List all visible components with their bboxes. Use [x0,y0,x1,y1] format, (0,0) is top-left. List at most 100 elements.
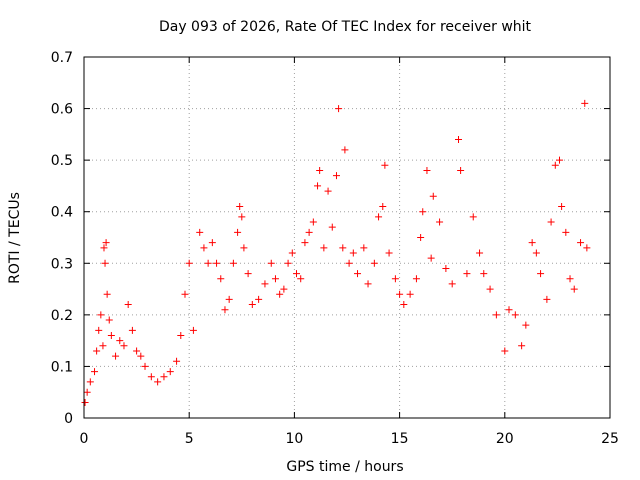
data-point [419,208,427,216]
data-point [255,295,263,303]
data-point [116,337,124,345]
data-point [448,280,456,288]
chart-title: Day 093 of 2026, Rate Of TEC Index for r… [159,19,532,35]
y-tick-label: 0.4 [51,205,73,221]
data-point [271,275,279,283]
data-point [100,244,108,252]
data-point [316,166,324,174]
data-point [349,249,357,257]
data-point [345,259,353,267]
data-point [185,259,193,267]
data-point [238,213,246,221]
data-point [522,321,530,329]
data-point [166,368,174,376]
data-point [354,270,362,278]
data-point [339,244,347,252]
data-point [112,352,120,360]
data-point [583,244,591,252]
data-point [463,270,471,278]
data-point [562,228,570,236]
data-point [332,172,340,180]
data-point [141,362,149,370]
data-point [229,259,237,267]
points-layer [81,99,591,407]
y-tick-label: 0 [64,411,73,427]
data-point [455,136,463,144]
data-point [505,306,513,314]
data-point [293,270,301,278]
data-point [234,228,242,236]
data-point [137,352,145,360]
data-point [320,244,328,252]
data-point [543,295,551,303]
data-point [213,259,221,267]
x-tick-label: 10 [285,431,303,447]
data-point [147,373,155,381]
data-point [93,347,101,355]
data-point [427,254,435,262]
data-point [581,99,589,107]
x-tick-label: 5 [185,431,194,447]
data-point [577,239,585,247]
data-point [217,275,225,283]
data-point [221,306,229,314]
data-point [476,249,484,257]
data-point [532,249,540,257]
data-point [261,280,269,288]
data-point [558,203,566,211]
data-point [97,311,105,319]
data-point [436,218,444,226]
data-point [423,166,431,174]
data-point [324,187,332,195]
data-point [528,239,536,247]
data-point [128,326,136,334]
data-point [173,357,181,365]
y-tick-label: 0.3 [51,256,73,272]
data-point [492,311,500,319]
data-point [267,259,275,267]
data-point [102,239,110,247]
data-point [556,156,564,164]
data-point [107,331,115,339]
data-point [297,275,305,283]
data-point [240,244,248,252]
data-point [177,331,185,339]
data-point [105,316,113,324]
data-point [547,218,555,226]
data-point [486,285,494,293]
data-point [189,326,197,334]
data-point [385,249,393,257]
data-point [120,342,128,350]
data-point [81,399,89,407]
y-tick-label: 0.2 [51,308,73,324]
data-point [375,213,383,221]
y-tick-label: 0.6 [51,102,73,118]
ticks-layer: 0 5 10 15 20 25 0 0.1 0.2 0.3 0.4 0.5 0.6 0.7 [51,50,619,447]
data-point [335,105,343,113]
y-axis-label: ROTI / TECUs [7,192,23,284]
data-point [181,290,189,298]
y-tick-label: 0.5 [51,153,73,169]
data-point [566,275,574,283]
data-point [381,161,389,169]
data-point [301,239,309,247]
x-tick-label: 25 [601,431,619,447]
grid-layer [84,57,610,418]
data-point [196,228,204,236]
data-point [280,285,288,293]
data-point [86,378,94,386]
data-point [225,295,233,303]
data-point [379,203,387,211]
data-point [406,290,414,298]
data-point [417,234,425,241]
data-point [309,218,317,226]
data-point [160,373,168,381]
data-point [288,249,296,257]
data-point [442,264,450,272]
data-point [314,182,322,190]
data-point [537,270,545,278]
x-tick-label: 15 [391,431,409,447]
data-point [103,290,111,298]
data-point [133,347,141,355]
